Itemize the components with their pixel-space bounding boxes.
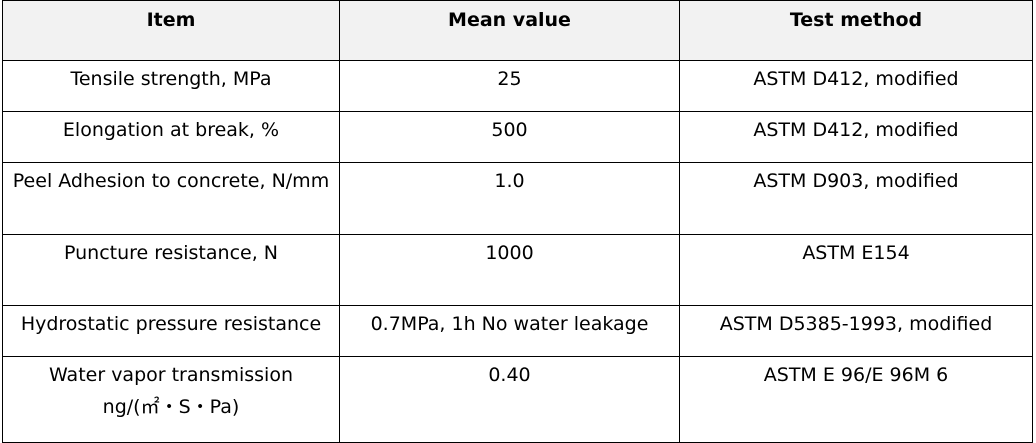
table-header-row: Item Mean value Test method — [2, 0, 1033, 61]
header-test-method: Test method — [679, 0, 1033, 61]
cell-test-method: ASTM D412, modified — [679, 111, 1033, 163]
header-item: Item — [2, 0, 340, 61]
cell-mean-value: 25 — [339, 60, 680, 112]
cell-item-line1: Water vapor transmission — [48, 364, 293, 386]
cell-item: Water vapor transmission ng/(㎡・S・Pa) — [2, 356, 340, 443]
cell-test-method: ASTM E154 — [679, 234, 1033, 306]
cell-item: Hydrostatic pressure resistance — [2, 305, 340, 357]
cell-mean-value: 1000 — [339, 234, 680, 306]
cell-test-method: ASTM E 96/E 96M 6 — [679, 356, 1033, 443]
cell-mean-value: 0.7MPa, 1h No water leakage — [339, 305, 680, 357]
table-row: Elongation at break, % 500 ASTM D412, mo… — [2, 111, 1033, 163]
cell-item: Puncture resistance, N — [2, 234, 340, 306]
table-row: Water vapor transmission ng/(㎡・S・Pa) 0.4… — [2, 356, 1033, 443]
cell-test-method: ASTM D903, modified — [679, 162, 1033, 235]
cell-mean-value: 0.40 — [339, 356, 680, 443]
cell-item: Peel Adhesion to concrete, N/mm — [2, 162, 340, 235]
cell-test-method: ASTM D412, modified — [679, 60, 1033, 112]
cell-mean-value: 1.0 — [339, 162, 680, 235]
cell-mean-value: 500 — [339, 111, 680, 163]
cell-item-unit: ng/(㎡・S・Pa) — [102, 396, 240, 418]
cell-item: Tensile strength, MPa — [2, 60, 340, 112]
cell-test-method: ASTM D5385-1993, modified — [679, 305, 1033, 357]
table-row: Tensile strength, MPa 25 ASTM D412, modi… — [2, 60, 1033, 112]
cell-item: Elongation at break, % — [2, 111, 340, 163]
table-row: Hydrostatic pressure resistance 0.7MPa, … — [2, 305, 1033, 357]
table-row: Puncture resistance, N 1000 ASTM E154 — [2, 234, 1033, 306]
table-row: Peel Adhesion to concrete, N/mm 1.0 ASTM… — [2, 162, 1033, 235]
header-mean-value: Mean value — [339, 0, 680, 61]
